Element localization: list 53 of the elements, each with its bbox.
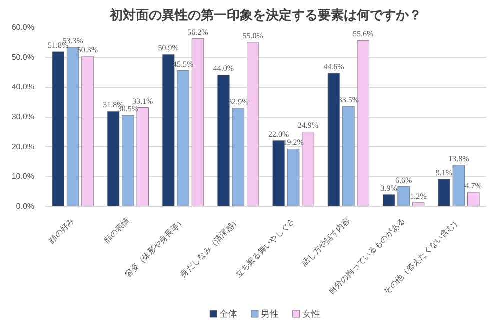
bar [438, 179, 450, 206]
y-tick-label: 0.0% [16, 202, 34, 211]
chart-title: 初対面の異性の第一印象を決定する要素は何ですか？ [109, 8, 422, 22]
x-tick-label: 話し方や話す内容 [300, 216, 352, 268]
data-label: 22.0% [268, 130, 290, 139]
y-tick-label: 50.0% [12, 52, 35, 62]
data-label: 55.0% [242, 31, 264, 40]
data-label: 3.9% [380, 184, 398, 193]
data-label: 13.8% [448, 154, 470, 164]
bar [287, 148, 300, 206]
bar [82, 56, 94, 206]
legend-label: 女性 [302, 309, 320, 320]
bar [122, 115, 134, 206]
data-label: 55.6% [353, 30, 374, 39]
data-label: 50.9% [158, 44, 180, 53]
bar [66, 47, 80, 206]
bar [218, 74, 230, 206]
bar [136, 108, 150, 206]
data-label: 56.2% [188, 28, 209, 37]
y-tick-label: 40.0% [12, 82, 35, 92]
bar [232, 108, 245, 206]
bar [382, 194, 396, 206]
bar [412, 202, 425, 206]
bar [398, 186, 410, 206]
bar [162, 54, 175, 206]
y-tick-label: 60.0% [12, 23, 35, 32]
data-label: 1.2% [410, 192, 428, 201]
y-tick-label: 10.0% [12, 172, 35, 182]
y-tick-label: 20.0% [12, 142, 35, 152]
data-label: 24.9% [298, 121, 319, 130]
data-label: 44.6% [324, 62, 345, 72]
bar [342, 106, 355, 206]
bar [302, 132, 314, 206]
y-tick-label: 30.0% [12, 112, 35, 122]
bar [328, 73, 340, 206]
x-tick-label: 顔の好み [47, 216, 76, 246]
data-label: 9.1% [436, 168, 453, 178]
bar [247, 42, 260, 206]
bar [52, 52, 64, 206]
legend-label: 男性 [260, 309, 279, 320]
bar [272, 140, 285, 206]
legend-label: 全体 [220, 309, 238, 320]
bar [192, 38, 204, 206]
data-label: 4.7% [465, 181, 482, 190]
bar [107, 111, 120, 206]
bar [468, 192, 480, 206]
data-label: 6.6% [395, 176, 412, 185]
data-label: 44.0% [213, 64, 234, 74]
bar [357, 40, 370, 206]
bar [452, 165, 466, 206]
data-label: 33.1% [132, 96, 154, 106]
x-tick-label: 顔の表情 [102, 216, 132, 246]
bar [177, 70, 190, 206]
